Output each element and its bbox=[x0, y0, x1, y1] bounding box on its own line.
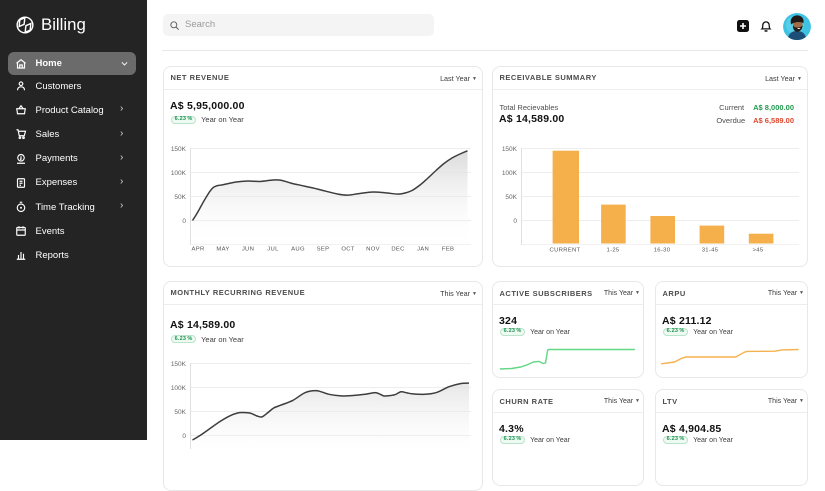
svg-text:100K: 100K bbox=[171, 170, 187, 177]
svg-text:FEB: FEB bbox=[442, 247, 454, 253]
svg-text:JUL: JUL bbox=[267, 247, 279, 253]
svg-text:100K: 100K bbox=[502, 170, 518, 177]
svg-text:50K: 50K bbox=[505, 194, 517, 201]
svg-text:150K: 150K bbox=[502, 146, 518, 153]
svg-text:JAN: JAN bbox=[417, 247, 429, 253]
svg-text:150K: 150K bbox=[171, 146, 187, 153]
svg-text:CURRENT: CURRENT bbox=[550, 248, 581, 254]
svg-text:JUN: JUN bbox=[242, 247, 254, 253]
svg-text:50K: 50K bbox=[174, 194, 186, 201]
svg-text:100K: 100K bbox=[171, 385, 187, 392]
svg-text:OCT: OCT bbox=[341, 247, 354, 253]
svg-text:31-45: 31-45 bbox=[702, 248, 719, 254]
svg-text:16-30: 16-30 bbox=[654, 248, 671, 254]
svg-text:0: 0 bbox=[182, 218, 186, 225]
svg-text:APR: APR bbox=[191, 247, 204, 253]
svg-text:AUG: AUG bbox=[291, 247, 305, 253]
svg-text:50K: 50K bbox=[174, 409, 186, 416]
svg-text:1-25: 1-25 bbox=[607, 248, 620, 254]
svg-text:150K: 150K bbox=[171, 361, 187, 368]
svg-text:MAY: MAY bbox=[216, 247, 229, 253]
svg-text:0: 0 bbox=[513, 218, 517, 225]
svg-text:SEP: SEP bbox=[317, 247, 330, 253]
svg-text:0: 0 bbox=[182, 433, 186, 440]
svg-text:>45: >45 bbox=[753, 248, 764, 254]
svg-text:DEC: DEC bbox=[391, 247, 405, 253]
svg-text:NOV: NOV bbox=[366, 247, 380, 253]
